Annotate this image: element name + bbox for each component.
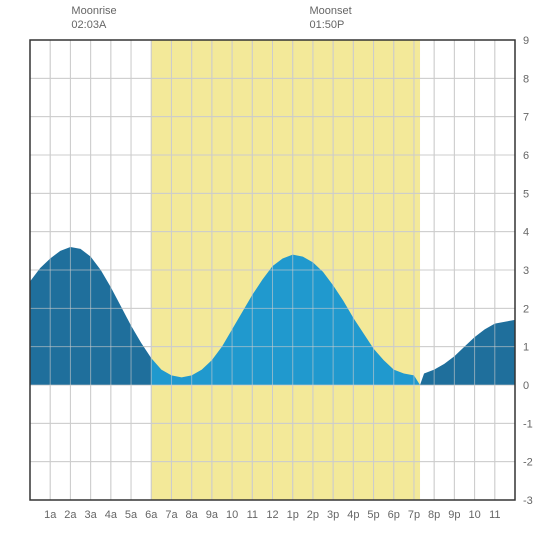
x-tick-label: 4p: [347, 509, 359, 521]
x-tick-label: 10: [468, 509, 480, 521]
y-tick-label: -2: [523, 457, 533, 469]
x-tick-label: 1p: [287, 509, 299, 521]
x-tick-label: 9p: [448, 509, 460, 521]
x-tick-label: 3p: [327, 509, 339, 521]
chart-svg: -3-2-101234567891a2a3a4a5a6a7a8a9a101112…: [0, 0, 550, 550]
moonrise-label: Moonrise: [71, 5, 116, 17]
y-tick-label: -1: [523, 418, 533, 430]
x-tick-label: 12: [266, 509, 278, 521]
y-tick-label: 6: [523, 150, 529, 162]
x-tick-label: 3a: [85, 509, 98, 521]
x-tick-label: 5a: [125, 509, 138, 521]
y-tick-label: -3: [523, 495, 533, 507]
y-tick-label: 2: [523, 303, 529, 315]
x-tick-label: 11: [247, 509, 258, 521]
x-tick-label: 1a: [44, 509, 57, 521]
x-tick-label: 7p: [408, 509, 420, 521]
x-tick-label: 5p: [367, 509, 379, 521]
x-tick-label: 9a: [206, 509, 219, 521]
x-tick-label: 2a: [64, 509, 77, 521]
y-tick-label: 5: [523, 188, 529, 200]
y-tick-label: 8: [523, 73, 529, 85]
y-tick-label: 4: [523, 227, 529, 239]
y-tick-label: 3: [523, 265, 529, 277]
x-tick-label: 11: [489, 509, 500, 521]
y-tick-label: 9: [523, 35, 529, 47]
x-tick-label: 4a: [105, 509, 118, 521]
x-tick-label: 8a: [186, 509, 199, 521]
y-tick-label: 7: [523, 112, 529, 124]
y-tick-label: 0: [523, 380, 529, 392]
x-tick-label: 8p: [428, 509, 440, 521]
x-tick-label: 2p: [307, 509, 319, 521]
moonrise-time: 02:03A: [71, 19, 107, 31]
x-tick-label: 6p: [388, 509, 400, 521]
x-tick-label: 10: [226, 509, 238, 521]
moonset-time: 01:50P: [309, 19, 344, 31]
y-tick-label: 1: [523, 342, 529, 354]
tide-chart: -3-2-101234567891a2a3a4a5a6a7a8a9a101112…: [0, 0, 550, 550]
x-tick-label: 7a: [165, 509, 178, 521]
moonset-label: Moonset: [309, 5, 351, 17]
x-tick-label: 6a: [145, 509, 158, 521]
